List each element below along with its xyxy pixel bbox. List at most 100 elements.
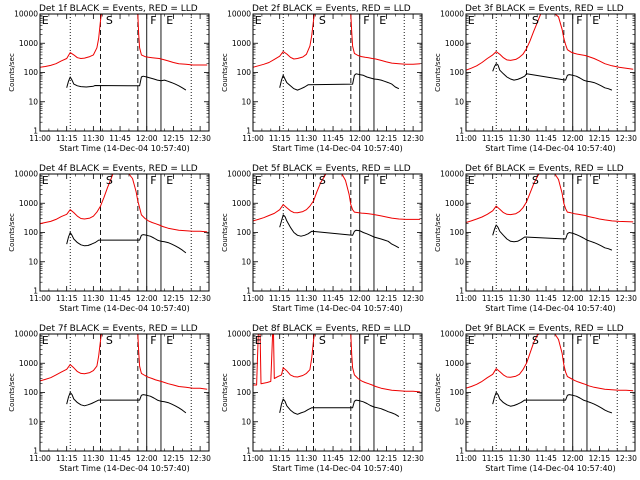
- x-tick-label: 11:15: [482, 134, 504, 143]
- panel-title: Det 8f BLACK = Events, RED = LLD: [252, 324, 411, 334]
- x-tick-label: 11:45: [535, 454, 557, 463]
- plot-frame: [39, 13, 210, 132]
- panel-det-7: Det 7f BLACK = Events, RED = LLD 1 10 100 10…: [8, 324, 211, 473]
- y-tick-label: 1: [246, 287, 251, 296]
- lld-series-line: [253, 334, 421, 393]
- region-tag: E: [379, 174, 386, 187]
- x-axis-label: Start Time (14-Dec-04 10:57:40): [59, 304, 190, 313]
- y-tick-label: 1000: [232, 199, 251, 208]
- plot-frame: [39, 173, 210, 292]
- region-tag: S: [106, 14, 113, 27]
- region-tag: E: [468, 174, 475, 187]
- interval-lines: [69, 174, 192, 291]
- x-tick-label: 11:30: [509, 454, 531, 463]
- plot-frame: [465, 333, 636, 452]
- y-tick-label: 1000: [19, 359, 38, 368]
- x-tick-label: 11:00: [29, 134, 51, 143]
- y-tick-label: 1: [33, 287, 38, 296]
- x-axis-label: Start Time (14-Dec-04 10:57:40): [485, 464, 616, 473]
- y-tick-label: 1: [459, 287, 464, 296]
- region-tag: E: [42, 14, 49, 27]
- x-tick-label: 12:00: [136, 294, 158, 303]
- plot-frame: [252, 333, 423, 452]
- panel-title: Det 9f BLACK = Events, RED = LLD: [465, 324, 624, 334]
- region-tag: E: [379, 14, 386, 27]
- lld-series-line: [466, 14, 634, 71]
- region-tag: F: [150, 14, 156, 27]
- x-tick-label: 11:45: [535, 294, 557, 303]
- interval-lines: [282, 334, 405, 451]
- x-tick-label: 12:15: [589, 454, 611, 463]
- panel-det-1: Det 1f BLACK = Events, RED = LLD 1 10 100 10…: [8, 4, 211, 153]
- region-tag: E: [592, 14, 599, 27]
- x-tick-label: 11:30: [83, 134, 105, 143]
- x-tick-label: 12:30: [402, 134, 424, 143]
- x-tick-label: 11:30: [83, 294, 105, 303]
- y-tick-label: 100: [237, 68, 252, 77]
- x-tick-label: 11:45: [109, 294, 131, 303]
- plot-frame: [465, 13, 636, 132]
- x-tick-label: 12:00: [349, 134, 371, 143]
- x-tick-label: 12:15: [376, 134, 398, 143]
- x-tick-label: 12:30: [189, 294, 211, 303]
- y-axis-label: Counts/sec: [434, 373, 442, 412]
- y-tick-label: 1: [459, 127, 464, 136]
- y-tick-label: 1000: [445, 39, 464, 48]
- region-tag: E: [468, 334, 475, 347]
- lld-series-line: [40, 14, 208, 68]
- events-series-line: [492, 63, 613, 91]
- y-tick-label: 100: [24, 228, 39, 237]
- series-group: [466, 174, 634, 251]
- panel-det-8: Det 8f BLACK = Events, RED = LLD 1 10 100 10…: [221, 324, 424, 473]
- y-tick-label: 1000: [232, 39, 251, 48]
- lld-series-line: [40, 334, 208, 390]
- panel-det-9: Det 9f BLACK = Events, RED = LLD 1 10 100 10…: [434, 324, 637, 473]
- lld-series-line: [253, 174, 421, 222]
- x-tick-label: 11:45: [322, 294, 344, 303]
- panel-title: Det 7f BLACK = Events, RED = LLD: [39, 324, 198, 334]
- y-tick-label: 10: [28, 257, 38, 266]
- y-axis-label: Counts/sec: [8, 373, 16, 412]
- x-tick-label: 11:15: [482, 454, 504, 463]
- region-tag: E: [468, 14, 475, 27]
- series-group: [40, 334, 208, 414]
- x-tick-label: 12:30: [615, 294, 637, 303]
- events-series-line: [66, 75, 187, 91]
- x-tick-label: 11:45: [322, 134, 344, 143]
- region-tag: F: [576, 174, 582, 187]
- x-tick-label: 11:15: [56, 134, 78, 143]
- x-tick-label: 12:30: [189, 454, 211, 463]
- y-axis-label: Counts/sec: [434, 213, 442, 252]
- interval-lines: [282, 14, 405, 131]
- y-tick-label: 10000: [14, 170, 38, 179]
- x-tick-label: 12:15: [163, 134, 185, 143]
- y-tick-label: 10: [454, 97, 464, 106]
- y-tick-label: 1000: [445, 199, 464, 208]
- region-tag: S: [106, 334, 113, 347]
- x-tick-label: 12:00: [562, 294, 584, 303]
- y-tick-label: 100: [450, 68, 465, 77]
- y-tick-label: 10000: [227, 170, 251, 179]
- series-group: [253, 334, 421, 418]
- x-tick-label: 11:45: [109, 134, 131, 143]
- x-tick-label: 12:15: [376, 454, 398, 463]
- y-tick-label: 1: [246, 447, 251, 456]
- x-tick-label: 12:30: [615, 454, 637, 463]
- series-group: [466, 14, 634, 91]
- x-tick-label: 12:30: [615, 134, 637, 143]
- y-tick-label: 10: [241, 417, 251, 426]
- region-tag: E: [592, 334, 599, 347]
- x-tick-label: 12:00: [136, 134, 158, 143]
- region-tag: F: [576, 14, 582, 27]
- y-tick-label: 10: [241, 97, 251, 106]
- events-series-line: [279, 214, 400, 249]
- panel-title: Det 6f BLACK = Events, RED = LLD: [465, 164, 624, 174]
- y-axis-label: Counts/sec: [8, 213, 16, 252]
- panel-det-4: Det 4f BLACK = Events, RED = LLD 1 10 100 10…: [8, 164, 211, 313]
- y-axis-label: Counts/sec: [221, 213, 229, 252]
- y-tick-label: 1: [246, 127, 251, 136]
- y-tick-label: 100: [450, 228, 465, 237]
- y-tick-label: 10: [28, 417, 38, 426]
- region-tag: S: [532, 174, 539, 187]
- region-tag: E: [379, 334, 386, 347]
